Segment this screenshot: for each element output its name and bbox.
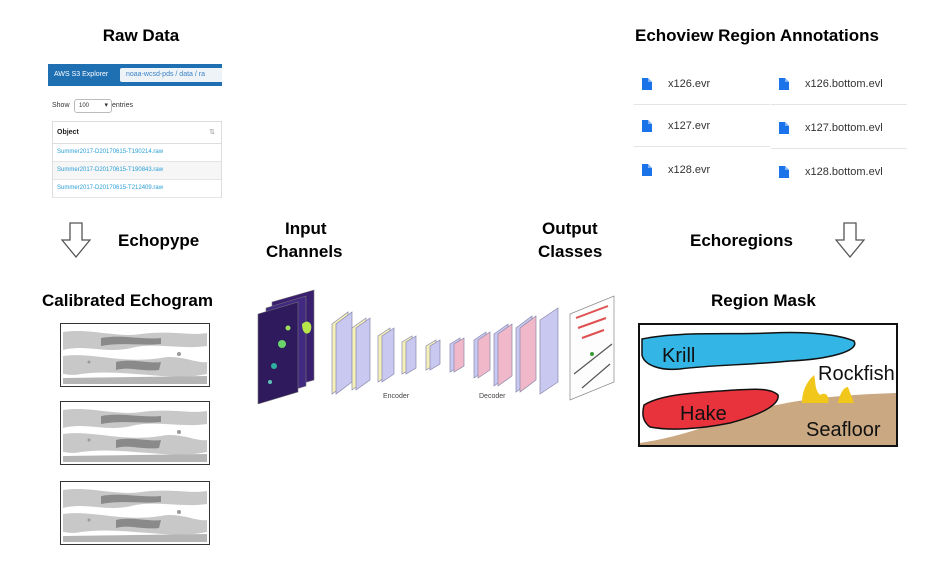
annotations-title: Echoview Region Annotations: [635, 26, 879, 45]
encoder-blocks: [331, 311, 441, 395]
raw-data-title: Raw Data: [102, 26, 180, 45]
file-item[interactable]: x127.evr: [634, 106, 770, 147]
file-name: x126.bottom.evl: [805, 78, 883, 90]
input-channels-line2: Channels: [266, 242, 343, 261]
echogram-graphic: [63, 409, 207, 462]
file-name: x127.evr: [668, 120, 711, 132]
output-class-images: [569, 295, 615, 401]
output-classes-line2: Classes: [538, 242, 603, 261]
chevron-down-icon: ▾: [104, 102, 108, 109]
file-item[interactable]: x128.evr: [634, 150, 770, 190]
file-name: x128.bottom.evl: [805, 166, 883, 178]
input-channel-images: [257, 289, 315, 404]
file-icon: [779, 78, 789, 90]
file-icon: [642, 164, 652, 176]
file-icon: [642, 120, 652, 132]
s3-brand[interactable]: AWS S3 Explorer: [54, 71, 109, 78]
down-arrow-icon: [61, 222, 91, 258]
file-icon: [779, 122, 789, 134]
entries-select[interactable]: 100 ▾: [74, 99, 112, 113]
entries-label: entries: [112, 102, 134, 109]
class-seafloor: Seafloor: [806, 419, 881, 441]
file-name: x127.bottom.evl: [805, 122, 883, 134]
sort-icon[interactable]: ⇅: [209, 129, 215, 136]
column-object: Object: [57, 129, 79, 136]
calibrated-echogram-title: Calibrated Echogram: [42, 291, 213, 310]
file-item[interactable]: x128.bottom.evl: [771, 152, 907, 192]
file-item[interactable]: x127.bottom.evl: [771, 108, 907, 149]
file-item[interactable]: x126.evr: [634, 64, 770, 105]
decoder-blocks: [449, 307, 559, 395]
file-icon: [642, 78, 652, 90]
show-label: Show: [52, 102, 70, 109]
echogram-1: [60, 323, 210, 387]
region-mask: Krill Rockfish Hake Seafloor: [638, 323, 898, 447]
output-classes-line1: Output: [542, 219, 598, 238]
table-header[interactable]: Object ⇅: [53, 122, 221, 144]
table-row[interactable]: Summer2017-D20170615-T190843.raw: [53, 162, 221, 180]
region-mask-title: Region Mask: [711, 291, 816, 310]
class-hake: Hake: [680, 403, 727, 425]
s3-explorer-panel: AWS S3 Explorer noaa-wcsd-pds / data / r…: [48, 64, 222, 198]
file-item[interactable]: x126.bottom.evl: [771, 64, 907, 105]
echopype-label: Echopype: [118, 231, 200, 250]
file-icon: [779, 166, 789, 178]
objects-table: Object ⇅ Summer2017-D20170615-T190214.ra…: [52, 121, 222, 198]
input-channels-line1: Input: [285, 219, 327, 238]
down-arrow-icon: [835, 222, 865, 258]
echogram-graphic: [63, 331, 207, 384]
breadcrumb[interactable]: noaa-wcsd-pds / data / ra: [120, 68, 222, 82]
echoregions-label: Echoregions: [690, 231, 793, 250]
echogram-graphic: [63, 489, 207, 542]
class-rockfish: Rockfish: [818, 363, 895, 385]
table-row[interactable]: Summer2017-D20170615-T190214.raw: [53, 144, 221, 162]
echogram-3: [60, 481, 210, 545]
class-krill: Krill: [662, 345, 696, 367]
file-name: x128.evr: [668, 164, 711, 176]
entries-select-value: 100: [79, 103, 90, 109]
file-name: x126.evr: [668, 78, 711, 90]
decoder-label: Decoder: [479, 393, 506, 400]
unet-network-diagram: Encoder Decoder: [257, 289, 615, 404]
encoder-label: Encoder: [383, 393, 410, 400]
region-mask-graphic: [640, 331, 896, 445]
echogram-2: [60, 401, 210, 465]
table-row[interactable]: Summer2017-D20170615-T212409.raw: [53, 180, 221, 198]
